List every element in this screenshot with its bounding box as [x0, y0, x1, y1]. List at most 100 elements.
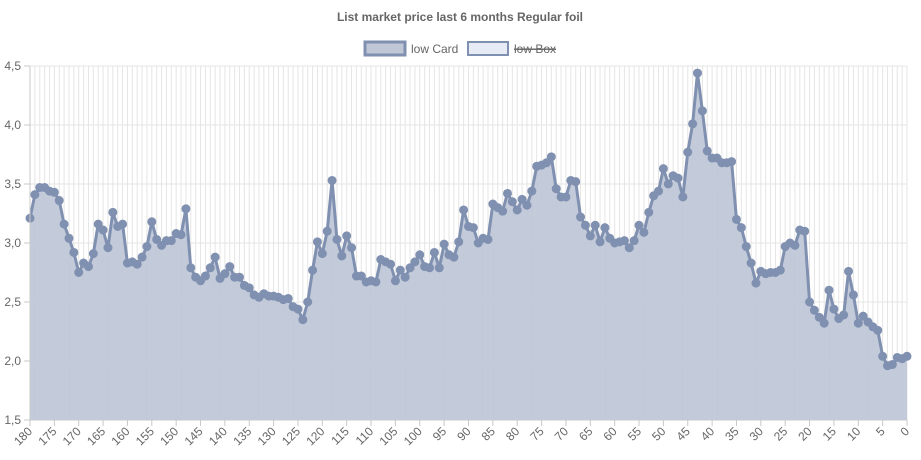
legend[interactable]: low Card low Box [363, 40, 557, 57]
data-point[interactable] [800, 226, 810, 236]
data-point[interactable] [74, 268, 84, 277]
data-point[interactable] [580, 220, 590, 230]
data-point[interactable] [887, 360, 897, 370]
data-point[interactable] [303, 297, 313, 307]
data-point[interactable] [118, 219, 128, 229]
data-point[interactable] [429, 247, 439, 257]
data-point[interactable] [697, 106, 707, 116]
data-point[interactable] [873, 325, 883, 335]
series-points[interactable] [25, 68, 912, 371]
data-point[interactable] [308, 265, 318, 275]
data-point[interactable] [790, 240, 800, 250]
data-point[interactable] [147, 217, 157, 227]
data-point[interactable] [200, 271, 210, 281]
data-point[interactable] [829, 304, 839, 314]
data-point[interactable] [312, 237, 322, 247]
data-point[interactable] [181, 204, 191, 214]
data-point[interactable] [663, 179, 673, 189]
data-point[interactable] [639, 227, 649, 237]
data-point[interactable] [600, 223, 610, 233]
data-point[interactable] [561, 192, 571, 202]
data-point[interactable] [347, 243, 357, 253]
legend-label-low-card[interactable]: low Card [411, 42, 458, 56]
data-point[interactable] [342, 231, 352, 241]
legend-item-low-box[interactable]: low Box [467, 41, 557, 56]
data-point[interactable] [205, 263, 215, 273]
data-point[interactable] [356, 271, 366, 281]
data-point[interactable] [736, 223, 746, 233]
data-point[interactable] [741, 242, 751, 252]
data-point[interactable] [522, 200, 532, 210]
data-point[interactable] [332, 234, 342, 244]
data-point[interactable] [844, 266, 854, 276]
data-point[interactable] [746, 258, 756, 268]
data-point[interactable] [551, 184, 561, 194]
data-point[interactable] [166, 236, 176, 246]
data-point[interactable] [512, 205, 522, 215]
data-point[interactable] [371, 277, 381, 287]
data-point[interactable] [814, 312, 824, 322]
data-point[interactable] [108, 207, 118, 217]
data-point[interactable] [235, 272, 245, 282]
data-point[interactable] [88, 249, 98, 259]
data-point[interactable] [337, 251, 347, 261]
data-point[interactable] [507, 197, 517, 207]
data-point[interactable] [327, 175, 337, 185]
data-point[interactable] [322, 226, 332, 236]
data-point[interactable] [152, 234, 162, 244]
data-point[interactable] [629, 236, 639, 246]
data-point[interactable] [59, 219, 69, 229]
data-point[interactable] [878, 351, 888, 361]
data-point[interactable] [702, 146, 712, 156]
data-point[interactable] [468, 223, 478, 233]
data-point[interactable] [49, 187, 59, 197]
data-point[interactable] [751, 278, 761, 288]
data-point[interactable] [624, 243, 634, 253]
data-point[interactable] [527, 186, 537, 196]
data-point[interactable] [853, 318, 863, 328]
data-point[interactable] [64, 233, 74, 243]
data-point[interactable] [673, 173, 683, 183]
data-point[interactable] [142, 242, 152, 252]
data-point[interactable] [585, 231, 595, 241]
data-point[interactable] [186, 263, 196, 273]
data-point[interactable] [775, 265, 785, 275]
data-point[interactable] [692, 68, 702, 78]
data-point[interactable] [317, 249, 327, 259]
data-point[interactable] [576, 212, 586, 222]
data-point[interactable] [590, 220, 600, 230]
data-point[interactable] [619, 236, 629, 246]
data-point[interactable] [283, 293, 293, 303]
data-point[interactable] [439, 239, 449, 249]
data-point[interactable] [386, 259, 396, 269]
data-point[interactable] [454, 237, 464, 247]
data-point[interactable] [541, 158, 551, 168]
data-point[interactable] [727, 157, 737, 167]
data-point[interactable] [654, 186, 664, 196]
data-point[interactable] [83, 262, 93, 272]
data-point[interactable] [132, 259, 142, 269]
data-point[interactable] [244, 283, 254, 293]
data-point[interactable] [498, 206, 508, 216]
data-point[interactable] [731, 214, 741, 224]
data-point[interactable] [410, 257, 420, 267]
data-point[interactable] [839, 310, 849, 320]
data-point[interactable] [658, 164, 668, 174]
data-point[interactable] [848, 290, 858, 300]
data-point[interactable] [517, 194, 527, 204]
legend-item-low-card[interactable]: low Card [363, 40, 458, 57]
data-point[interactable] [103, 243, 113, 253]
data-point[interactable] [98, 225, 108, 235]
data-point[interactable] [395, 265, 405, 275]
data-point[interactable] [415, 250, 425, 260]
data-point[interactable] [571, 177, 581, 187]
data-point[interactable] [54, 196, 64, 206]
data-point[interactable] [824, 285, 834, 295]
data-point[interactable] [634, 220, 644, 230]
data-point[interactable] [210, 252, 220, 262]
data-point[interactable] [678, 192, 688, 202]
data-point[interactable] [483, 234, 493, 244]
data-point[interactable] [688, 119, 698, 129]
data-point[interactable] [220, 269, 230, 279]
data-point[interactable] [298, 315, 308, 325]
